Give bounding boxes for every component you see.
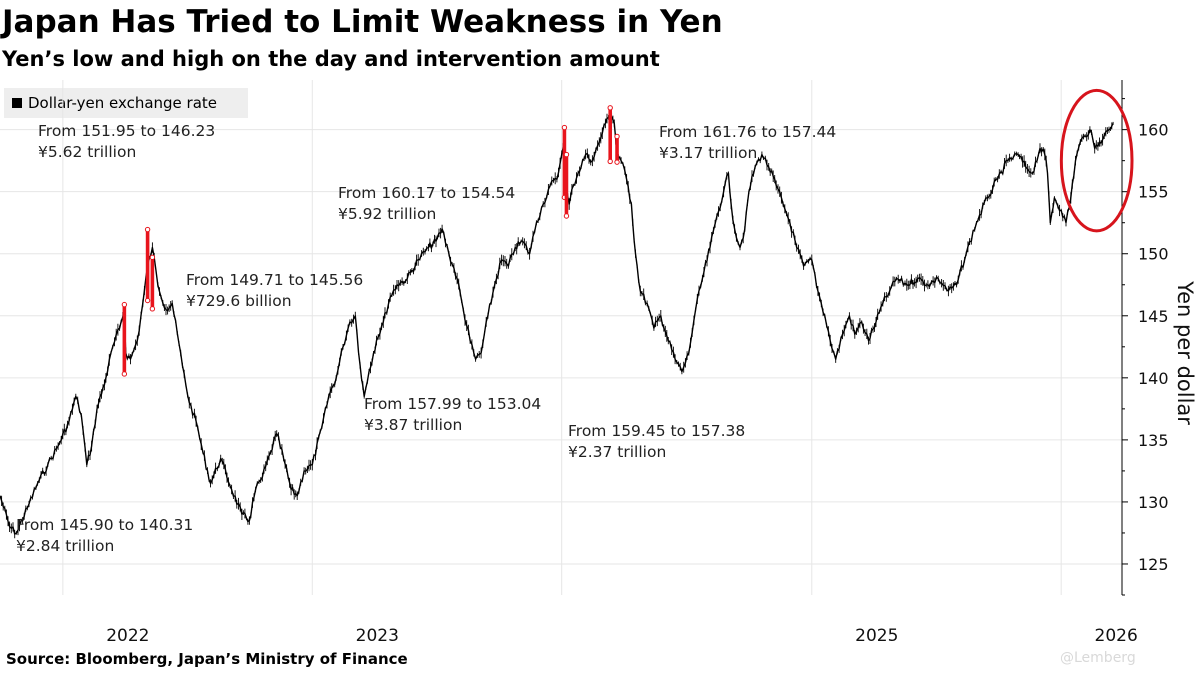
intervention-high-dot-6 xyxy=(607,105,613,111)
intervention-bar-5 xyxy=(564,154,569,217)
annotation-amount-1: ¥2.84 trillion xyxy=(16,537,114,555)
grid-lines xyxy=(0,80,1122,595)
highlight-ellipse xyxy=(1059,88,1134,233)
annotation-range-5: From 157.99 to 153.04 xyxy=(364,395,541,413)
annotation-range-1: From 145.90 to 140.31 xyxy=(16,516,193,534)
y-axis: 125 130 135 140 145 150 155 160 xyxy=(1121,80,1169,596)
y-tick-label-160: 160 xyxy=(1138,121,1169,140)
y-tick-label-145: 145 xyxy=(1138,307,1169,326)
intervention-bar-4 xyxy=(562,127,567,198)
highlight-circle xyxy=(1059,88,1134,233)
annotation-amount-3: ¥729.6 billion xyxy=(186,292,292,310)
intervention-high-dot-3 xyxy=(149,254,156,261)
series-line-dollar-yen xyxy=(0,110,1114,535)
watermark: @Lemberg xyxy=(1060,650,1136,666)
annotation-range-7: From 159.45 to 157.38 xyxy=(568,422,745,440)
intervention-high-dot-2 xyxy=(144,226,151,233)
intervention-marks xyxy=(121,105,620,377)
intervention-bar-1 xyxy=(122,304,127,374)
chart-subtitle: Yen’s low and high on the day and interv… xyxy=(2,47,660,71)
y-tick-label-155: 155 xyxy=(1138,183,1169,202)
legend-swatch xyxy=(12,98,22,108)
intervention-high-dot-4 xyxy=(561,124,568,131)
intervention-low-dot-2 xyxy=(144,297,151,304)
intervention-bar-2 xyxy=(145,229,150,301)
x-tick-label-2025: 2025 xyxy=(855,626,898,646)
x-tick-label-2022: 2022 xyxy=(106,626,149,646)
legend-label-dollar-yen: Dollar-yen exchange rate xyxy=(28,94,218,112)
y-tick-label-130: 130 xyxy=(1138,493,1169,512)
intervention-low-dot-5 xyxy=(563,213,570,219)
x-tick-label-2026: 2026 xyxy=(1095,626,1138,646)
intervention-low-dot-7 xyxy=(614,159,620,165)
y-tick-label-140: 140 xyxy=(1138,369,1169,388)
annotation-amount-6: ¥3.17 trillion xyxy=(659,144,757,162)
annotation-amount-7: ¥2.37 trillion xyxy=(568,443,666,461)
intervention-high-dot-5 xyxy=(563,151,570,158)
series-dollar-yen xyxy=(0,108,1114,539)
annotation-amount-2: ¥5.62 trillion xyxy=(38,143,136,161)
chart-legend: Dollar-yen exchange rate xyxy=(4,88,248,118)
x-tick-label-2023: 2023 xyxy=(356,626,399,646)
x-axis: 2022 2023 2025 2026 xyxy=(106,626,1138,646)
intervention-low-dot-1 xyxy=(121,371,128,377)
intervention-low-dot-3 xyxy=(149,306,156,312)
y-tick-label-150: 150 xyxy=(1138,245,1169,264)
intervention-high-dot-7 xyxy=(614,133,620,140)
intervention-bar-3 xyxy=(150,257,155,309)
annotation-range-6: From 161.76 to 157.44 xyxy=(659,123,836,141)
annotation-range-4: From 160.17 to 154.54 xyxy=(338,184,515,202)
y-tick-label-125: 125 xyxy=(1138,555,1169,574)
intervention-high-dot-1 xyxy=(121,301,128,308)
intervention-bar-7 xyxy=(615,136,619,163)
series-daily-range-bars xyxy=(1,108,1114,539)
annotation-amount-4: ¥5.92 trillion xyxy=(338,205,436,223)
y-axis-label: Yen per dollar xyxy=(1173,280,1197,425)
annotation-range-3: From 149.71 to 145.56 xyxy=(186,271,363,289)
intervention-annotations: From 145.90 to 140.31 ¥2.84 trillion From … xyxy=(16,122,836,555)
annotation-range-2: From 151.95 to 146.23 xyxy=(38,122,215,140)
source-note: Source: Bloomberg, Japan’s Ministry of F… xyxy=(6,650,408,668)
chart-title: Japan Has Tried to Limit Weakness in Yen xyxy=(2,4,723,40)
intervention-bar-6 xyxy=(608,107,612,162)
intervention-low-dot-6 xyxy=(607,158,613,165)
y-tick-label-135: 135 xyxy=(1138,431,1169,450)
annotation-amount-5: ¥3.87 trillion xyxy=(364,416,462,434)
